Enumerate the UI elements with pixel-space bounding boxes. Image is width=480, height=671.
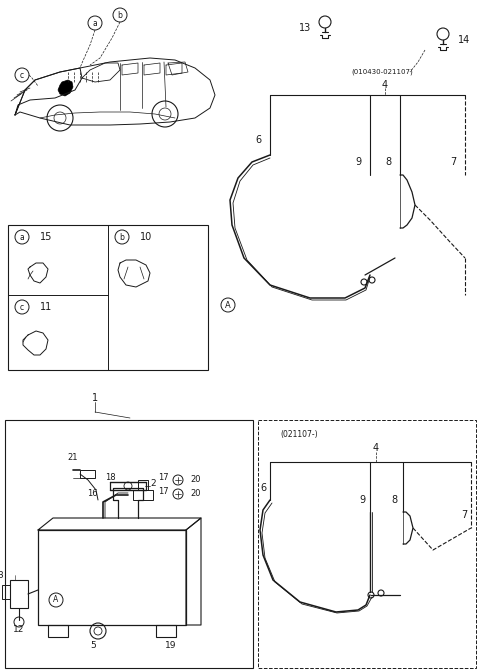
Circle shape <box>113 8 127 22</box>
Bar <box>2 585 10 599</box>
Circle shape <box>15 300 29 314</box>
Text: 21: 21 <box>68 454 78 462</box>
Bar <box>48 625 68 637</box>
Circle shape <box>115 230 129 244</box>
Text: 13: 13 <box>299 23 311 33</box>
Text: 12: 12 <box>13 625 24 635</box>
Text: 11: 11 <box>40 302 52 312</box>
Bar <box>5 420 253 668</box>
Text: 15: 15 <box>40 232 52 242</box>
Text: 17: 17 <box>158 488 168 497</box>
Text: (021107-): (021107-) <box>280 429 318 439</box>
Text: 9: 9 <box>355 157 361 167</box>
Text: 4: 4 <box>382 80 388 90</box>
Circle shape <box>15 230 29 244</box>
Text: b: b <box>120 232 124 242</box>
Text: 3: 3 <box>0 570 3 580</box>
Text: 8: 8 <box>391 495 397 505</box>
Circle shape <box>221 298 235 312</box>
Bar <box>10 580 28 608</box>
Text: A: A <box>225 301 231 309</box>
Bar <box>156 625 176 637</box>
Text: 20: 20 <box>190 476 201 484</box>
Text: a: a <box>20 232 24 242</box>
Text: 18: 18 <box>105 474 115 482</box>
Text: 6: 6 <box>255 135 261 145</box>
Circle shape <box>361 279 367 285</box>
Circle shape <box>49 593 63 607</box>
Circle shape <box>88 16 102 30</box>
Text: A: A <box>53 595 59 605</box>
Text: (010430-021107): (010430-021107) <box>351 68 413 75</box>
Circle shape <box>369 277 375 283</box>
Text: 4: 4 <box>373 443 379 453</box>
Text: 2: 2 <box>150 480 156 488</box>
Text: 10: 10 <box>140 232 152 242</box>
Text: 9: 9 <box>359 495 365 505</box>
Text: 7: 7 <box>461 510 467 520</box>
Circle shape <box>378 590 384 596</box>
Text: 7: 7 <box>450 157 456 167</box>
Text: c: c <box>20 303 24 311</box>
Bar <box>80 470 95 478</box>
Text: 14: 14 <box>458 35 470 45</box>
Bar <box>138 480 148 490</box>
Text: 20: 20 <box>190 490 201 499</box>
Text: c: c <box>20 70 24 79</box>
Text: b: b <box>118 11 122 19</box>
Polygon shape <box>58 80 73 96</box>
Bar <box>258 420 476 668</box>
Text: 19: 19 <box>165 641 177 650</box>
Text: a: a <box>93 19 97 28</box>
Text: 5: 5 <box>90 641 96 650</box>
Bar <box>133 490 153 500</box>
Circle shape <box>368 592 374 598</box>
Text: 8: 8 <box>385 157 391 167</box>
Circle shape <box>15 68 29 82</box>
Text: 16: 16 <box>87 490 97 499</box>
Text: 17: 17 <box>158 474 168 482</box>
Bar <box>8 225 208 370</box>
Text: 6: 6 <box>260 483 266 493</box>
Text: 1: 1 <box>92 393 98 403</box>
Bar <box>38 530 186 625</box>
